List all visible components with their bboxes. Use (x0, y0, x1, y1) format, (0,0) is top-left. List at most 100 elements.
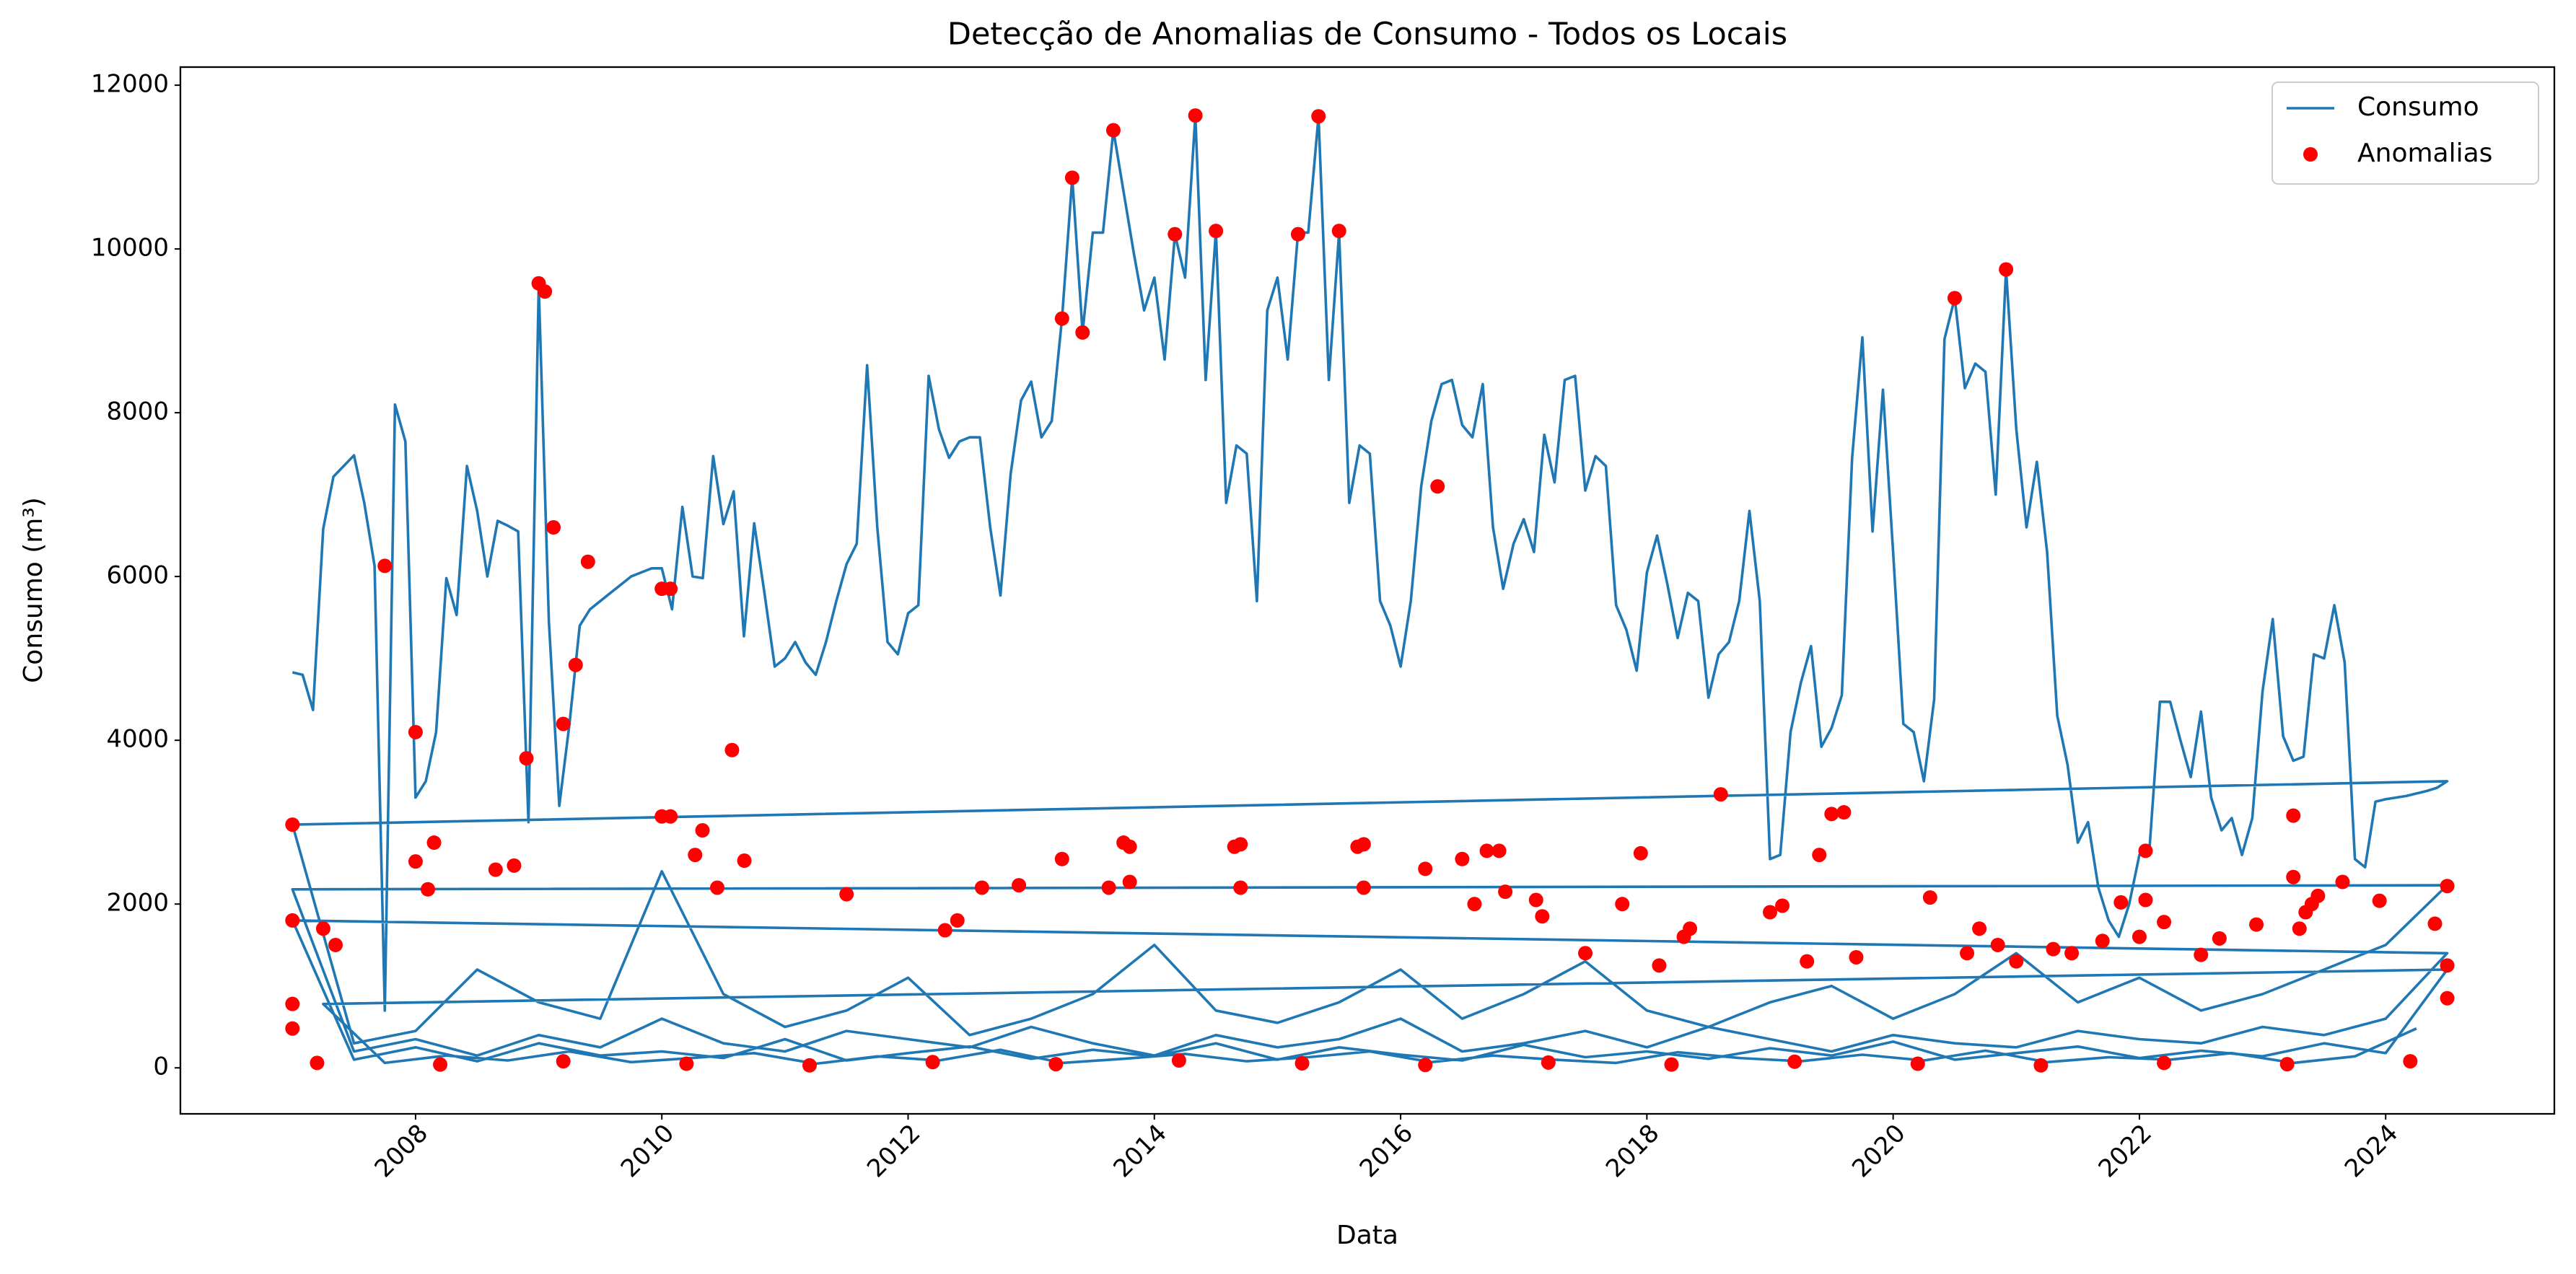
anomaly-point (2095, 933, 2110, 949)
chart-title: Detecção de Anomalias de Consumo - Todos… (947, 17, 1787, 53)
anomaly-point (802, 1058, 817, 1073)
anomaly-point (1787, 1054, 1802, 1069)
anomaly-point (1064, 170, 1079, 185)
anomaly-point (1910, 1056, 1925, 1071)
y-tick-label: 12000 (91, 70, 169, 99)
anomaly-point (2033, 1058, 2049, 1073)
anomaly-point (2138, 892, 2153, 908)
y-tick-label: 4000 (106, 725, 169, 754)
anomaly-point (556, 1054, 571, 1069)
anomaly-point (925, 1055, 940, 1070)
anomaly-point (328, 937, 343, 952)
anomaly-point (2310, 888, 2326, 903)
anomaly-point (1054, 851, 1069, 866)
anomaly-point (2194, 947, 2209, 962)
anomaly-point (1418, 1058, 1433, 1073)
anomaly-point (1455, 851, 1470, 866)
anomaly-point (2279, 1057, 2295, 1072)
anomaly-point (546, 520, 561, 535)
anomaly-point (285, 1021, 300, 1036)
anomaly-point (688, 848, 703, 863)
anomaly-point (937, 923, 952, 938)
anomaly-point (1491, 843, 1507, 858)
anomaly-point (1800, 954, 1815, 969)
anomaly-point (679, 1056, 694, 1071)
anomaly-point (1652, 958, 1667, 973)
anomaly-point (433, 1057, 448, 1072)
anomaly-point (2113, 895, 2129, 910)
legend: Consumo Anomalias (2271, 82, 2539, 185)
anomaly-point (1171, 1053, 1186, 1068)
anomaly-point (1209, 224, 1224, 239)
anomaly-point (556, 716, 571, 732)
anomaly-point (315, 921, 330, 936)
anomaly-point (1101, 880, 1116, 895)
anomaly-point (1356, 837, 1371, 852)
anomaly-point (1188, 108, 1203, 123)
y-tick-label: 6000 (106, 561, 169, 590)
anomaly-point (1294, 1055, 1310, 1071)
y-tick-label: 0 (153, 1053, 169, 1081)
anomaly-point (1479, 843, 1494, 858)
anomaly-point (2286, 869, 2301, 884)
anomaly-point (2427, 916, 2443, 931)
anomaly-point (1541, 1055, 1556, 1070)
anomaly-point (2440, 990, 2455, 1006)
anomaly-point (2335, 874, 2350, 889)
anomaly-point (1999, 262, 2014, 277)
anomaly-point (710, 880, 725, 895)
anomaly-point (1122, 839, 1137, 854)
anomaly-point (2138, 843, 2153, 858)
anomaly-point (408, 854, 423, 869)
anomaly-point (1972, 921, 1987, 936)
anomaly-point (974, 880, 989, 895)
anomaly-point (568, 657, 583, 672)
anomaly-point (1947, 291, 1962, 306)
anomaly-point (2440, 879, 2455, 894)
y-tick-label: 10000 (91, 234, 169, 263)
anomaly-point (1418, 861, 1433, 877)
anomaly-point (1633, 845, 1648, 861)
anomaly-point (1849, 949, 1864, 965)
anomaly-point (1012, 878, 1027, 893)
anomaly-point (2440, 958, 2455, 973)
anomaly-point (426, 835, 442, 851)
anomaly-point (2157, 1055, 2172, 1071)
anomaly-point (1615, 897, 1630, 912)
anomaly-point (663, 809, 678, 824)
legend-box (2271, 82, 2539, 185)
anomaly-point (1528, 892, 1543, 908)
anomaly-point (1311, 109, 1326, 124)
anomaly-point (2292, 921, 2307, 936)
anomaly-point (2157, 915, 2172, 930)
anomaly-point (2046, 941, 2061, 957)
anomaly-point (408, 724, 423, 739)
anomaly-point (1290, 227, 1305, 242)
consumption-line (291, 114, 2449, 1066)
anomaly-point (377, 558, 393, 574)
y-tick-label: 2000 (106, 889, 169, 918)
x-axis-label: Data (1336, 1221, 1398, 1250)
anomaly-point (1775, 898, 1790, 913)
anomaly-point (1836, 805, 1852, 820)
anomaly-point (737, 853, 752, 869)
anomaly-point (1167, 227, 1183, 242)
anomaly-point (1713, 787, 1728, 802)
anomaly-point (2249, 917, 2264, 932)
anomaly-point (420, 882, 435, 897)
anomaly-point (519, 751, 534, 766)
legend-label: Consumo (2357, 92, 2479, 122)
anomaly-point (1578, 946, 1593, 961)
anomaly-point (1498, 884, 1513, 900)
anomaly-point (2064, 946, 2080, 961)
anomaly-point (507, 858, 522, 873)
anomaly-point (1048, 1057, 1064, 1072)
axes-frame (179, 66, 2556, 1115)
anomaly-point (1990, 937, 2005, 952)
anomaly-point (1356, 880, 1371, 895)
anomaly-point (950, 913, 965, 928)
y-axis-label: Consumo (m³) (19, 497, 48, 683)
legend-label: Anomalias (2357, 139, 2492, 168)
anomaly-point (580, 554, 595, 569)
